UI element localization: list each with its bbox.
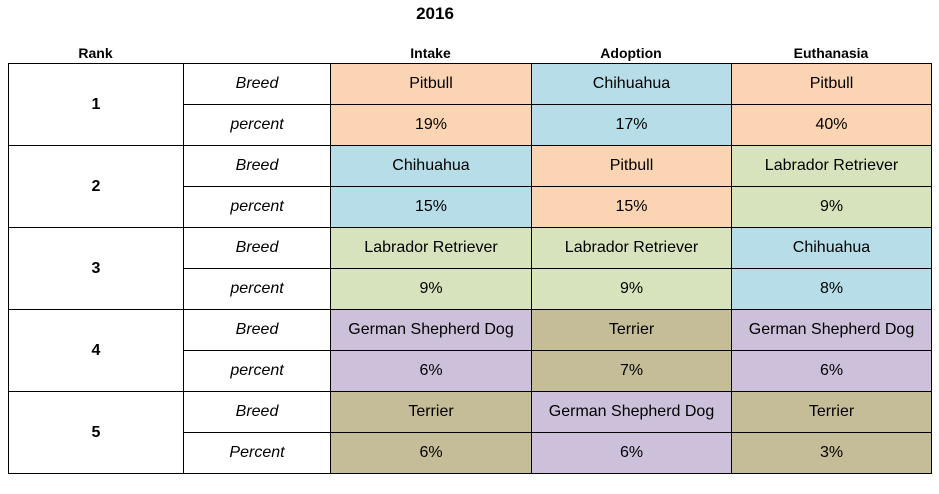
euthanasia-breed-cell: Pitbull	[731, 63, 932, 105]
intake-breed-cell: Chihuahua	[330, 145, 532, 187]
adoption-percent-cell: 7%	[531, 350, 732, 392]
table-row: percent 9% 9% 8%	[9, 268, 932, 310]
table-row: percent 19% 17% 40%	[9, 104, 932, 146]
breed-label: Breed	[183, 309, 331, 351]
breed-label: Breed	[183, 227, 331, 269]
table-row: Percent 6% 6% 3%	[9, 432, 932, 474]
breed-label: Breed	[183, 63, 331, 105]
adoption-breed-cell: Terrier	[531, 309, 732, 351]
breed-label: Breed	[183, 391, 331, 433]
table-row: percent 15% 15% 9%	[9, 186, 932, 228]
intake-breed-cell: Pitbull	[330, 63, 532, 105]
percent-label: percent	[183, 350, 331, 392]
adoption-breed-cell: German Shepherd Dog	[531, 391, 732, 433]
intake-breed-cell: Terrier	[330, 391, 532, 433]
intake-percent-cell: 19%	[330, 104, 532, 146]
rank-header: Rank	[78, 45, 113, 61]
euthanasia-breed-cell: German Shepherd Dog	[731, 309, 932, 351]
rank-cell: 3	[8, 227, 184, 310]
intake-percent-cell: 15%	[330, 186, 532, 228]
intake-header: Intake	[410, 45, 451, 61]
intake-percent-cell: 9%	[330, 268, 532, 310]
euthanasia-percent-cell: 9%	[731, 186, 932, 228]
breed-label: Breed	[183, 145, 331, 187]
rank-cell: 2	[8, 145, 184, 228]
table-row: 4 Breed German Shepherd Dog Terrier German S…	[8, 309, 932, 392]
adoption-breed-cell: Chihuahua	[531, 63, 732, 105]
euthanasia-breed-cell: Labrador Retriever	[731, 145, 932, 187]
percent-label: Percent	[183, 432, 331, 474]
euthanasia-percent-cell: 8%	[731, 268, 932, 310]
euthanasia-percent-cell: 6%	[731, 350, 932, 392]
intake-breed-cell: Labrador Retriever	[330, 227, 532, 269]
adoption-header: Adoption	[600, 45, 662, 61]
adoption-percent-cell: 15%	[531, 186, 732, 228]
euthanasia-percent-cell: 3%	[731, 432, 932, 474]
adoption-percent-cell: 17%	[531, 104, 732, 146]
euthanasia-breed-cell: Chihuahua	[731, 227, 932, 269]
adoption-percent-cell: 9%	[531, 268, 732, 310]
adoption-breed-cell: Labrador Retriever	[531, 227, 732, 269]
intake-breed-cell: German Shepherd Dog	[330, 309, 532, 351]
percent-label: percent	[183, 186, 331, 228]
euthanasia-header: Euthanasia	[793, 45, 869, 61]
table-row: 5 Breed Terrier German Shepherd Dog Terrier	[8, 391, 932, 474]
rank-cell: 4	[8, 309, 184, 392]
euthanasia-percent-cell: 40%	[731, 104, 932, 146]
table-row: 3 Breed Labrador Retriever Labrador Retriev…	[8, 227, 932, 310]
intake-percent-cell: 6%	[330, 350, 532, 392]
adoption-breed-cell: Pitbull	[531, 145, 732, 187]
page-title: 2016	[416, 4, 454, 23]
breed-ranking-table: 1 Breed Pitbull Chihuahua Pitbull percent 19% 1…	[8, 63, 932, 474]
percent-label: percent	[183, 268, 331, 310]
table-row: 1 Breed Pitbull Chihuahua Pitbull	[8, 63, 932, 146]
euthanasia-breed-cell: Terrier	[731, 391, 932, 433]
table-row: percent 6% 7% 6%	[9, 350, 932, 392]
rank-cell: 1	[8, 63, 184, 146]
intake-percent-cell: 6%	[330, 432, 532, 474]
table-row: 2 Breed Chihuahua Pitbull Labrador Retriever	[8, 145, 932, 228]
rank-cell: 5	[8, 391, 184, 474]
adoption-percent-cell: 6%	[531, 432, 732, 474]
percent-label: percent	[183, 104, 331, 146]
